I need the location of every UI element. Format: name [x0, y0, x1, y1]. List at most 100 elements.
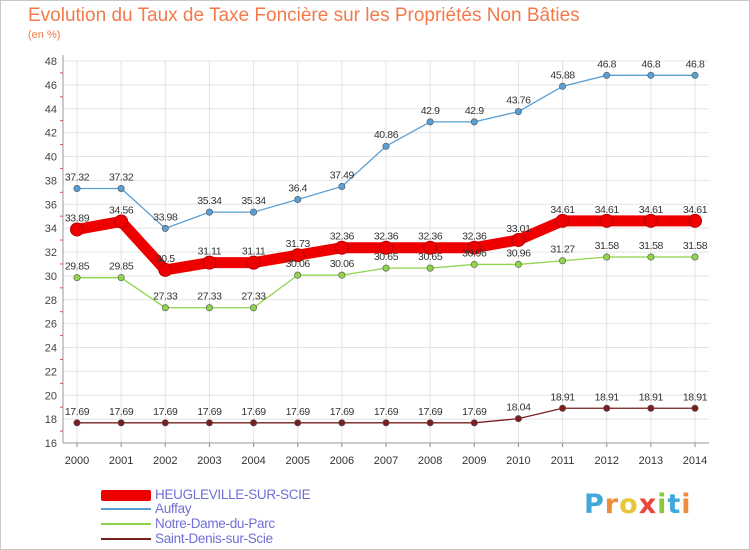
- data-label: 37.49: [330, 169, 355, 181]
- data-point: [338, 271, 346, 279]
- data-label: 31.11: [198, 246, 222, 258]
- logo-letter: x: [638, 489, 658, 520]
- data-point: [559, 404, 567, 412]
- series-group: [70, 71, 702, 427]
- y-tick-label: 42: [45, 128, 57, 140]
- data-label: 45.88: [550, 69, 575, 81]
- logo-letter: P: [584, 489, 605, 520]
- data-point: [334, 240, 349, 255]
- data-point: [555, 213, 570, 228]
- data-point: [691, 404, 699, 412]
- data-point: [294, 195, 302, 203]
- logo-letter: o: [619, 489, 639, 520]
- data-point: [688, 213, 702, 228]
- data-label: 33.01: [506, 223, 531, 235]
- data-label: 31.11: [242, 246, 266, 258]
- data-label: 36.4: [288, 182, 307, 194]
- data-point: [246, 255, 261, 270]
- data-point: [250, 208, 258, 216]
- y-tick-label: 18: [45, 414, 57, 426]
- data-label: 35.34: [197, 195, 222, 207]
- x-tick-label: 2007: [374, 455, 398, 467]
- data-point: [691, 71, 699, 79]
- y-tick-label: 34: [45, 223, 57, 235]
- data-point: [161, 224, 169, 232]
- x-tick-label: 2013: [639, 455, 663, 467]
- data-point: [114, 214, 129, 229]
- data-labels: 37.32 37.32 33.98 35.34 35.34 36.4 37.49 40.86 4…: [65, 58, 708, 418]
- data-label: 17.69: [197, 406, 222, 418]
- logo-letter: i: [681, 489, 692, 520]
- data-label: 30.5: [156, 253, 175, 265]
- y-axis-ticks: 16 18 20 22 24 26 28 30 32 34 36 38 40 42 44 46 48: [45, 56, 57, 450]
- data-point: [73, 184, 81, 192]
- y-tick-label: 16: [45, 438, 57, 450]
- data-point: [161, 419, 169, 427]
- data-point: [117, 184, 125, 192]
- data-point: [117, 274, 125, 282]
- data-label: 18.91: [683, 391, 708, 403]
- series-1: [73, 71, 699, 232]
- logo-letter: t: [667, 489, 682, 520]
- x-axis-ticks: 2000 2001 2002 2003 2004 2005 2006 2007 2008 2009…: [65, 455, 707, 467]
- data-label: 34.61: [683, 204, 708, 216]
- data-label: 30.06: [286, 258, 311, 270]
- y-tick-label: 24: [45, 343, 57, 355]
- data-point: [379, 240, 393, 255]
- x-tick-label: 2003: [197, 455, 221, 467]
- x-tick-label: 2002: [153, 455, 177, 467]
- data-label: 42.9: [421, 105, 440, 117]
- y-unit-label: (en %): [28, 29, 61, 41]
- data-label: 32.36: [462, 231, 487, 243]
- data-point: [514, 260, 522, 268]
- data-label: 17.69: [241, 406, 266, 418]
- data-label: 27.33: [241, 291, 266, 303]
- data-point: [294, 419, 302, 427]
- data-point: [647, 71, 655, 79]
- legend-swatch: [101, 523, 151, 525]
- legend-swatch: [101, 538, 151, 540]
- data-label: 17.69: [153, 406, 178, 418]
- y-tick-label: 32: [45, 247, 57, 259]
- data-point: [647, 253, 655, 261]
- x-tick-label: 2000: [65, 455, 89, 467]
- data-point: [603, 71, 611, 79]
- data-point: [117, 419, 125, 427]
- y-tick-label: 28: [45, 295, 57, 307]
- data-point: [559, 257, 567, 265]
- data-point: [382, 419, 390, 427]
- data-label: 31.58: [595, 240, 620, 252]
- x-tick-label: 2010: [506, 455, 530, 467]
- data-label: 32.36: [374, 231, 399, 243]
- data-label: 31.58: [639, 240, 664, 252]
- data-label: 34.56: [109, 204, 134, 216]
- data-point: [470, 419, 478, 427]
- data-label: 31.27: [550, 244, 575, 256]
- data-point: [73, 274, 81, 282]
- data-point: [647, 404, 655, 412]
- data-label: 17.69: [109, 406, 134, 418]
- data-label: 17.69: [286, 406, 311, 418]
- data-label: 32.36: [418, 231, 443, 243]
- legend-label: Saint-Denis-sur-Scie: [155, 531, 273, 546]
- grid: [63, 60, 709, 444]
- data-point: [603, 404, 611, 412]
- data-label: 27.33: [153, 291, 178, 303]
- y-tick-label: 40: [45, 152, 57, 164]
- data-point: [250, 419, 258, 427]
- data-point: [202, 255, 217, 270]
- data-point: [250, 304, 258, 312]
- data-label: 37.32: [109, 171, 134, 183]
- data-label: 34.61: [550, 204, 575, 216]
- data-label: 18.91: [595, 391, 620, 403]
- data-label: 32.36: [330, 231, 355, 243]
- data-point: [603, 253, 611, 261]
- series-3: [73, 404, 699, 427]
- x-tick-label: 2009: [462, 455, 486, 467]
- data-label: 18.91: [639, 391, 664, 403]
- data-label: 29.85: [65, 261, 90, 273]
- data-label: 43.76: [506, 95, 531, 107]
- data-point: [514, 108, 522, 116]
